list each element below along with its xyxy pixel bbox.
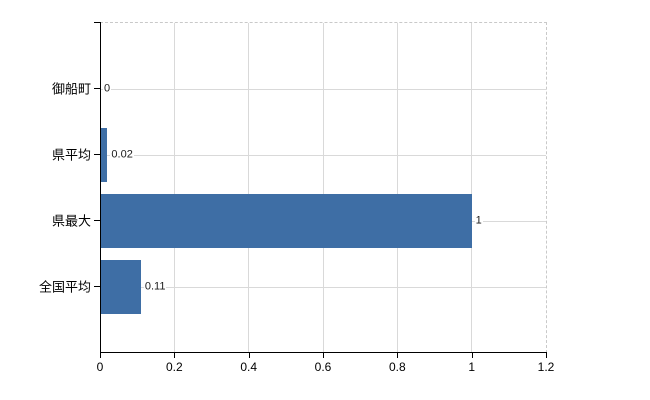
x-axis-tick-label: 0 — [96, 360, 104, 374]
vertical-gridline — [471, 23, 473, 353]
horizontal-gridline — [100, 88, 546, 90]
plot-area: 0 0.02 1 0.11 — [100, 22, 547, 353]
x-axis-tick-label: 0.4 — [240, 360, 257, 374]
category-label-県最大: 県最大 — [51, 213, 91, 229]
horizontal-gridline — [100, 286, 546, 288]
x-axis-tick — [248, 353, 250, 358]
bar-県平均 — [100, 128, 108, 182]
y-axis-tick — [94, 87, 100, 89]
bar-value-label: 0 — [103, 82, 112, 96]
x-axis-tick-label: 0.8 — [388, 360, 406, 374]
x-axis-tick-label: 0.2 — [165, 360, 183, 374]
bar-value-label: 0.02 — [110, 148, 134, 162]
x-axis-tick — [397, 353, 399, 358]
x-axis-tick-label: 0.6 — [314, 360, 332, 374]
y-axis-line — [100, 22, 101, 353]
bar-value-label: 1 — [474, 214, 483, 228]
bar-全国平均 — [100, 260, 141, 314]
bar-value-label: 0.11 — [143, 280, 167, 294]
x-axis-tick — [471, 353, 473, 358]
category-label-全国平均: 全国平均 — [38, 279, 91, 295]
vertical-gridline — [173, 23, 175, 353]
vertical-gridline — [396, 23, 398, 353]
x-axis-tick — [323, 353, 324, 358]
x-axis-tick-label: 1.2 — [537, 360, 555, 374]
x-axis-tick — [546, 353, 547, 358]
y-axis-tick — [94, 285, 100, 287]
x-axis-tick — [100, 353, 101, 358]
x-axis-tick-label: 1 — [468, 360, 475, 374]
horizontal-gridline — [100, 154, 546, 156]
bar-県最大 — [100, 194, 472, 248]
category-label-県平均: 県平均 — [51, 147, 91, 163]
x-axis-line — [100, 352, 547, 353]
y-axis-tick — [94, 219, 100, 221]
x-axis-tick — [174, 353, 176, 358]
vertical-gridline — [322, 23, 324, 353]
y-axis-top-tick — [94, 22, 100, 23]
vertical-gridline — [248, 23, 250, 353]
category-label-御船町: 御船町 — [51, 81, 91, 97]
y-axis-tick — [94, 153, 100, 155]
